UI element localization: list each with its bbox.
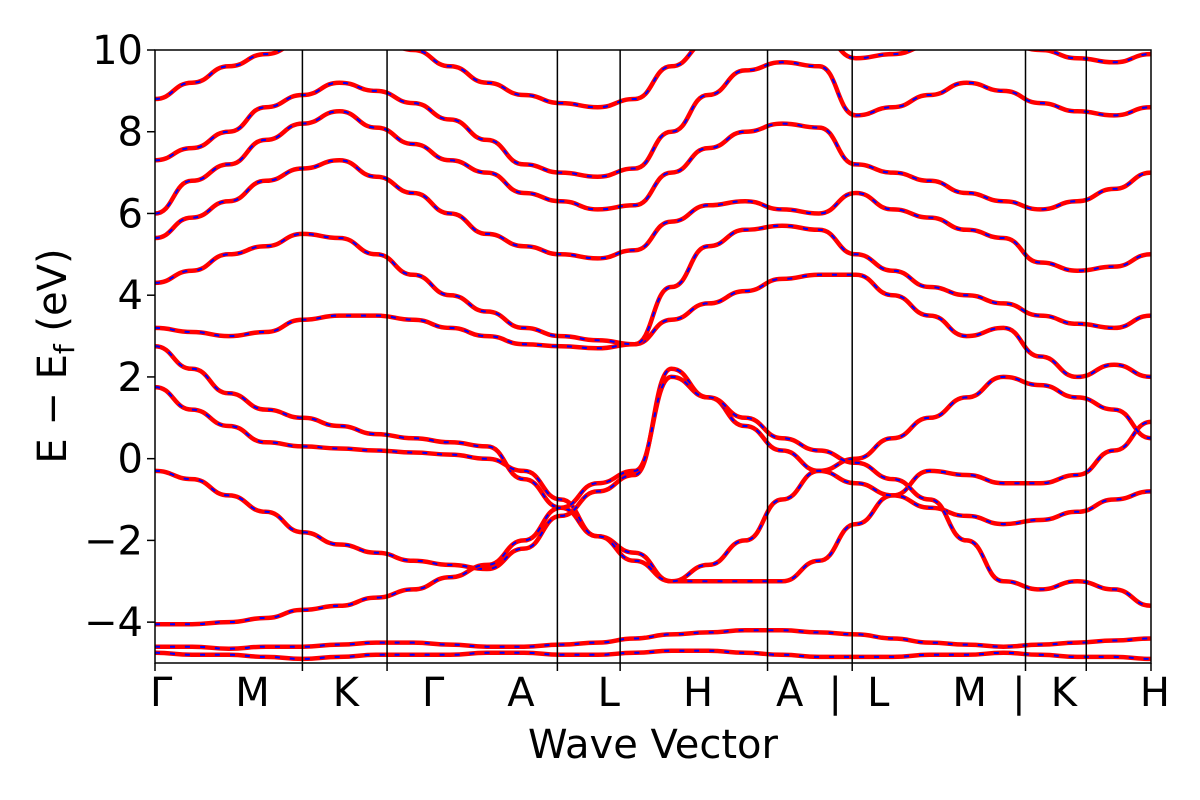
y-axis-label: E − Ef (eV) (30, 248, 81, 463)
x-ticks: Γ M K Γ A L H A|L M|K H (150, 663, 1170, 716)
bands-layer (155, 50, 1151, 662)
band-9-line (155, 109, 1151, 216)
y-tick-label: 4 (118, 273, 143, 319)
band-8-line (155, 158, 1151, 273)
y-tick-label: 8 (118, 110, 143, 156)
band-0-line (155, 344, 1151, 584)
band-1-line (155, 374, 1151, 584)
band-5-dash (155, 649, 1151, 660)
band-9-dash (155, 110, 1151, 215)
band-0-dash (155, 345, 1151, 583)
band-4-line (155, 628, 1151, 651)
band-6-line (155, 272, 1151, 380)
band-6-dash (155, 273, 1151, 378)
y-tick-label: 0 (118, 437, 143, 483)
y-axis-label-unit: (eV) (30, 248, 76, 344)
y-tick-label: 2 (118, 355, 143, 401)
y-tick-label: 10 (92, 28, 143, 74)
band-3-line (155, 374, 1151, 627)
y-tick-label: −4 (84, 600, 143, 646)
band-1-dash (155, 375, 1151, 583)
band-2-dash (155, 367, 1151, 571)
y-ticks: −4 −2 0 2 4 6 8 10 (84, 28, 155, 646)
x-tick-labels: Γ M K Γ A L H A|L M|K H (150, 670, 1170, 716)
band-8-dash (155, 159, 1151, 272)
kpoint-lines (301, 50, 1088, 663)
band-3-dash (155, 375, 1151, 626)
band-7-dash (155, 224, 1151, 346)
band-4-dash (155, 629, 1151, 650)
y-tick-label: −2 (84, 518, 143, 564)
band-11-line (155, 50, 1151, 110)
x-axis-label: Wave Vector (528, 722, 779, 768)
band-10-line (155, 60, 1151, 179)
band-2-line (155, 366, 1151, 572)
y-tick-label: 6 (118, 191, 143, 237)
y-axis-label-main: E − E (30, 354, 76, 464)
y-axis-label-sub: f (48, 343, 81, 354)
plot-frame (154, 49, 1152, 664)
